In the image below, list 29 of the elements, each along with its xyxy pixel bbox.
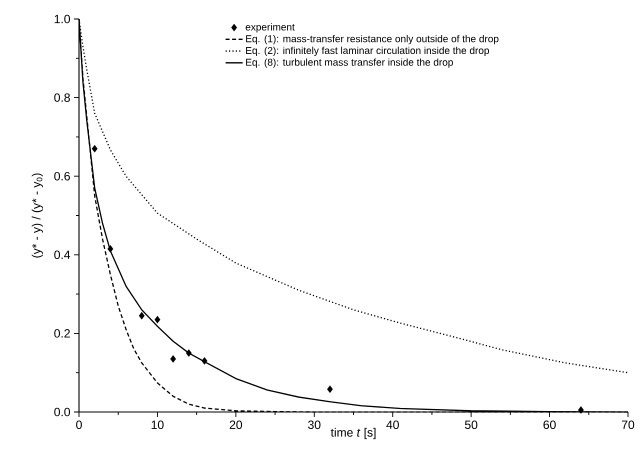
y-tick-label: 1.0 (54, 14, 70, 24)
point (138, 312, 145, 320)
point (154, 316, 160, 324)
point (186, 349, 192, 357)
y-tick-label: 0.0 (54, 408, 70, 416)
point (107, 245, 114, 253)
x-tick-label: 40 (386, 420, 399, 430)
x-tick-label: 30 (308, 420, 320, 430)
point (202, 357, 208, 365)
x-axis-title: time t [s] (330, 428, 376, 440)
y-tick-label: 0.8 (54, 93, 70, 102)
point (327, 385, 333, 394)
x-tick-label: 0 (76, 420, 82, 430)
x-tick-label: 70 (622, 420, 634, 430)
x-tick-label: 60 (544, 420, 556, 430)
x-tick-label: 50 (464, 420, 478, 430)
point (92, 144, 98, 152)
y-tick-label: 0.4 (54, 250, 70, 260)
legend-label: Eq. (2): infinitely fast laminar circulation inside the drop (246, 46, 490, 56)
y-axis-title: (y* - y) / (y* - y$_{0}$) (32, 173, 43, 258)
legend-label: Eq. (8): turbulent mass transfer inside the drop (246, 58, 453, 68)
x-tick-label: 20 (230, 420, 242, 430)
y-tick-label: 0.2 (54, 329, 70, 338)
point (578, 406, 584, 414)
legend-label: Eq. (1): mass-transfer resistance only outside of the drop (246, 34, 498, 44)
point (170, 355, 176, 363)
y-tick-label: 0.6 (54, 172, 70, 180)
legend-label: experiment (246, 23, 295, 33)
x-tick-label: 10 (152, 420, 164, 430)
